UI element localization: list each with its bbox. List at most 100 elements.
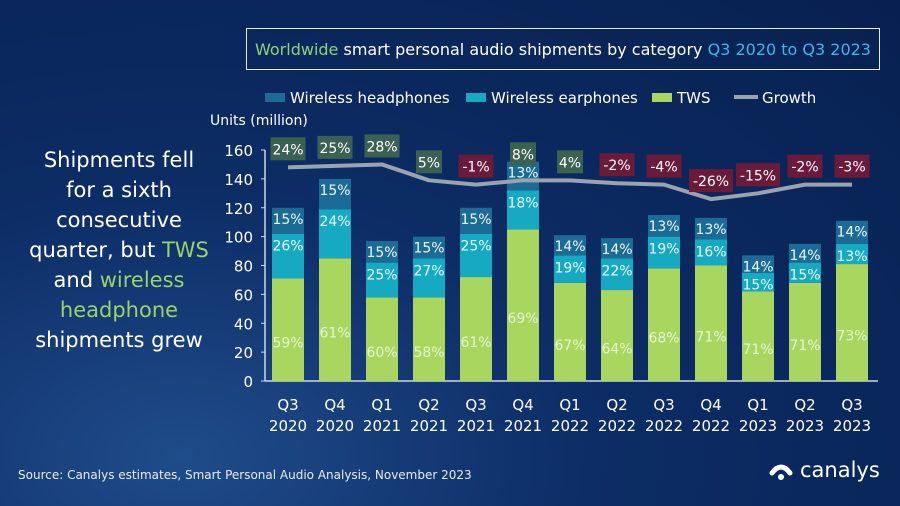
x-tick-label: Q3 [277, 396, 298, 414]
growth-label-box [689, 169, 733, 193]
data-label: 69% [507, 311, 538, 327]
bar-wireless-earphones [789, 262, 821, 283]
growth-label-box [787, 154, 823, 178]
bar-tws [413, 297, 445, 381]
y-tick-label: 160 [224, 142, 253, 160]
bar-wireless-earphones [507, 190, 539, 230]
callout-line: Shipments fell [43, 148, 195, 172]
data-label: 25% [460, 239, 491, 255]
data-label: 14% [554, 239, 585, 255]
callout-line: shipments grew [35, 328, 203, 352]
data-label: 60% [366, 345, 397, 361]
growth-label-box [317, 135, 353, 159]
growth-label-box [834, 154, 870, 178]
x-tick-label: 2021 [363, 417, 401, 435]
bar-wireless-earphones [742, 272, 774, 292]
callout-text: Shipments fell for a sixth consecutive q… [14, 145, 224, 355]
data-label: 58% [413, 345, 444, 361]
growth-label: -4% [650, 160, 677, 176]
x-tick-label: Q4 [512, 396, 533, 414]
growth-label: -2% [603, 158, 630, 174]
bar-tws [742, 291, 774, 381]
growth-label-box [458, 154, 494, 178]
growth-label: -15% [740, 168, 776, 184]
data-label: 15% [789, 268, 820, 284]
bar-tws [836, 264, 868, 381]
data-label: 19% [554, 260, 585, 276]
growth-label: 25% [319, 141, 350, 157]
bar-wireless-headphones [601, 238, 633, 259]
chart-title: Worldwide smart personal audio shipments… [246, 28, 880, 70]
y-tick-label: 40 [234, 315, 253, 333]
bar-tws [789, 282, 821, 381]
data-label: 14% [789, 248, 820, 264]
data-label: 26% [272, 239, 303, 255]
x-tick-label: 2022 [598, 417, 636, 435]
callout-line: headphone [59, 298, 179, 322]
data-label: 27% [413, 263, 444, 279]
legend-label: Wireless earphones [491, 89, 638, 107]
bar-wireless-headphones [742, 255, 774, 273]
growth-label: -1% [462, 160, 489, 176]
bar-wireless-headphones [272, 207, 304, 234]
growth-label-box [364, 134, 400, 158]
bar-wireless-headphones [554, 235, 586, 256]
x-tick-label: Q3 [465, 396, 486, 414]
x-tick-label: 2023 [739, 417, 777, 435]
growth-label-box [599, 153, 635, 177]
bar-tws [695, 265, 727, 381]
x-tick-label: 2021 [457, 417, 495, 435]
growth-label: 28% [366, 139, 397, 155]
legend-label: Growth [762, 89, 816, 107]
callout-part: quarter, but [29, 238, 162, 262]
title-worldwide: Worldwide [255, 39, 339, 59]
x-tick-label: 2023 [786, 417, 824, 435]
x-tick-label: 2022 [551, 417, 589, 435]
x-tick-label: 2023 [833, 417, 871, 435]
data-label: 13% [695, 222, 726, 238]
bar-tws [366, 297, 398, 381]
bar-wireless-earphones [601, 258, 633, 291]
bar-wireless-earphones [836, 243, 868, 265]
x-tick-label: 2022 [692, 417, 730, 435]
bar-tws [319, 258, 351, 381]
data-label: 14% [836, 225, 867, 241]
growth-line [287, 162, 852, 202]
legend-swatch [265, 93, 285, 102]
legend-label: TWS [676, 89, 711, 107]
bar-wireless-headphones [789, 243, 821, 263]
growth-label: 24% [272, 142, 303, 158]
x-tick-label: Q2 [606, 396, 627, 414]
y-tick-label: 60 [234, 286, 253, 304]
bar-wireless-headphones [836, 220, 868, 244]
bar-tws [601, 290, 633, 381]
data-label: 24% [319, 214, 350, 230]
callout-part: and [53, 268, 100, 292]
data-label: 68% [648, 331, 679, 347]
x-tick-label: Q4 [700, 396, 721, 414]
x-tick-label: Q3 [653, 396, 674, 414]
data-label: 15% [413, 241, 444, 257]
growth-label: -2% [791, 160, 818, 176]
growth-label: 4% [559, 155, 581, 171]
data-label: 71% [789, 338, 820, 354]
data-label: 18% [507, 195, 538, 211]
bar-wireless-headphones [413, 236, 445, 259]
data-label: 15% [319, 183, 350, 199]
legend-label: Wireless headphones [290, 89, 450, 107]
x-tick-label: 2022 [645, 417, 683, 435]
data-label: 59% [272, 336, 303, 352]
bar-tws [272, 278, 304, 381]
data-label: 13% [507, 166, 538, 182]
growth-label-box [736, 163, 780, 187]
canalys-logo: canalys [768, 458, 880, 482]
data-label: 22% [601, 263, 632, 279]
y-tick-label: 80 [234, 258, 253, 276]
x-tick-label: 2020 [316, 417, 354, 435]
growth-label-box [557, 150, 583, 174]
data-label: 61% [460, 335, 491, 351]
bar-tws [507, 229, 539, 381]
legend-swatch [466, 93, 486, 102]
growth-label-box [416, 150, 442, 174]
bar-wireless-headphones [648, 214, 680, 237]
